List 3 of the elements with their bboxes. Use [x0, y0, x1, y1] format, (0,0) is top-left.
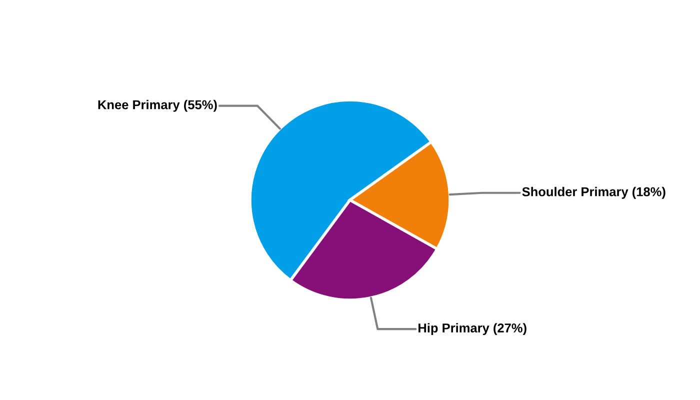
- slice-label: Hip Primary (27%): [418, 323, 526, 336]
- slice-label: Shoulder Primary (18%): [522, 186, 666, 199]
- slice-label: Knee Primary (55%): [98, 100, 217, 112]
